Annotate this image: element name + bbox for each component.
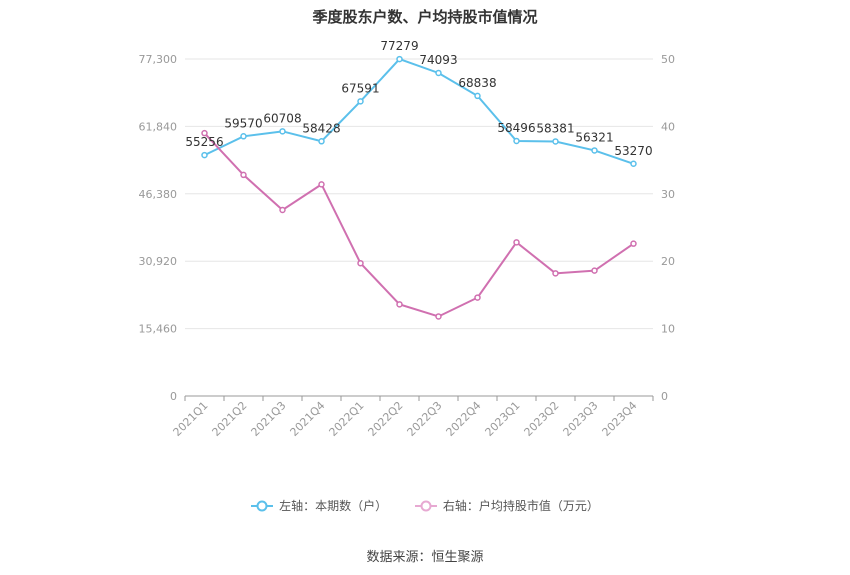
y-left-tick-label: 46,380 [139,188,178,201]
legend-marker-blue-icon [251,500,274,511]
data-point-left [630,160,637,168]
x-tick-label: 2023Q3 [561,399,601,439]
data-label: 53270 [614,144,652,158]
data-point-left [396,55,403,63]
data-point-right [318,181,325,188]
data-point-left [552,138,559,145]
legend-marker-pink-icon [414,500,437,511]
data-point-left [318,138,325,145]
data-label: 58496 [497,121,535,135]
data-point-right [552,270,559,277]
data-label: 56321 [575,130,613,144]
data-label: 59570 [224,116,262,130]
x-tick-label: 2021Q3 [249,399,289,439]
data-point-right [240,171,247,179]
series-line-left [204,57,634,165]
x-tick-label: 2022Q2 [366,399,406,439]
y-right-tick-label: 40 [661,120,675,133]
legend: 左轴：本期数（户） 右轴：户均持股市值（万元） [0,497,850,515]
y-right-tick-label: 20 [661,255,675,268]
series-line-right [203,132,635,318]
x-tick-label: 2023Q2 [522,399,562,439]
legend-label-left-series: 左轴：本期数（户） [279,499,388,513]
data-point-left [279,128,286,135]
data-point-left [513,137,520,145]
data-label: 58381 [536,121,574,135]
data-point-left [357,98,364,105]
data-label: 67591 [341,81,379,95]
data-point-right [396,301,403,308]
x-tick-label: 2022Q1 [327,399,367,439]
x-tick-label: 2023Q1 [483,399,523,439]
data-point-right [201,129,208,137]
data-point-left [435,69,442,77]
data-point-right [591,267,598,274]
y-left-tick-label: 0 [170,390,177,403]
x-tick-label: 2022Q4 [444,399,484,439]
chart-title: 季度股东户数、户均持股市值情况 [312,8,538,26]
y-left-tick-label: 15,460 [139,323,178,336]
data-point-right [513,239,520,246]
data-point-right [474,294,481,301]
data-point-left [474,92,481,100]
data-point-left [240,133,247,140]
grid-lines [185,58,653,330]
data-point-right [435,313,442,320]
axes: 0 0 15,460 10 30,920 20 46,380 30 61,840 40 77,300… [139,53,676,439]
x-tick-label: 2021Q1 [171,399,211,439]
data-point-right [357,259,364,267]
x-tick-label: 2021Q4 [288,399,328,439]
data-label: 55256 [185,135,223,149]
data-point-left [591,147,598,154]
x-tick-label: 2021Q2 [210,399,250,439]
y-right-tick-label: 10 [661,323,675,336]
source-note: 数据来源：恒生聚源 [366,550,484,565]
y-left-tick-label: 30,920 [139,255,178,268]
legend-label-right-series: 右轴：户均持股市值（万元） [442,499,599,513]
data-label: 68838 [458,76,496,90]
data-label: 58428 [302,121,340,135]
y-left-tick-label: 61,840 [139,120,178,133]
data-label: 60708 [263,111,301,125]
y-left-tick-label: 77,300 [139,53,178,66]
y-right-tick-label: 30 [661,188,675,201]
legend-item-right-series[interactable]: 右轴：户均持股市值（万元） [414,497,599,514]
data-point-right [279,206,286,214]
x-tick-label: 2022Q3 [405,399,445,439]
data-label: 77279 [380,39,418,53]
legend-item-left-series[interactable]: 左轴：本期数（户） [251,497,387,514]
data-label: 74093 [419,53,457,67]
data-point-left [201,151,208,159]
x-tick-label: 2023Q4 [600,399,640,439]
y-right-tick-label: 0 [661,390,668,403]
y-right-tick-label: 50 [661,53,675,66]
data-point-right [630,240,637,247]
series-lines [201,55,637,320]
